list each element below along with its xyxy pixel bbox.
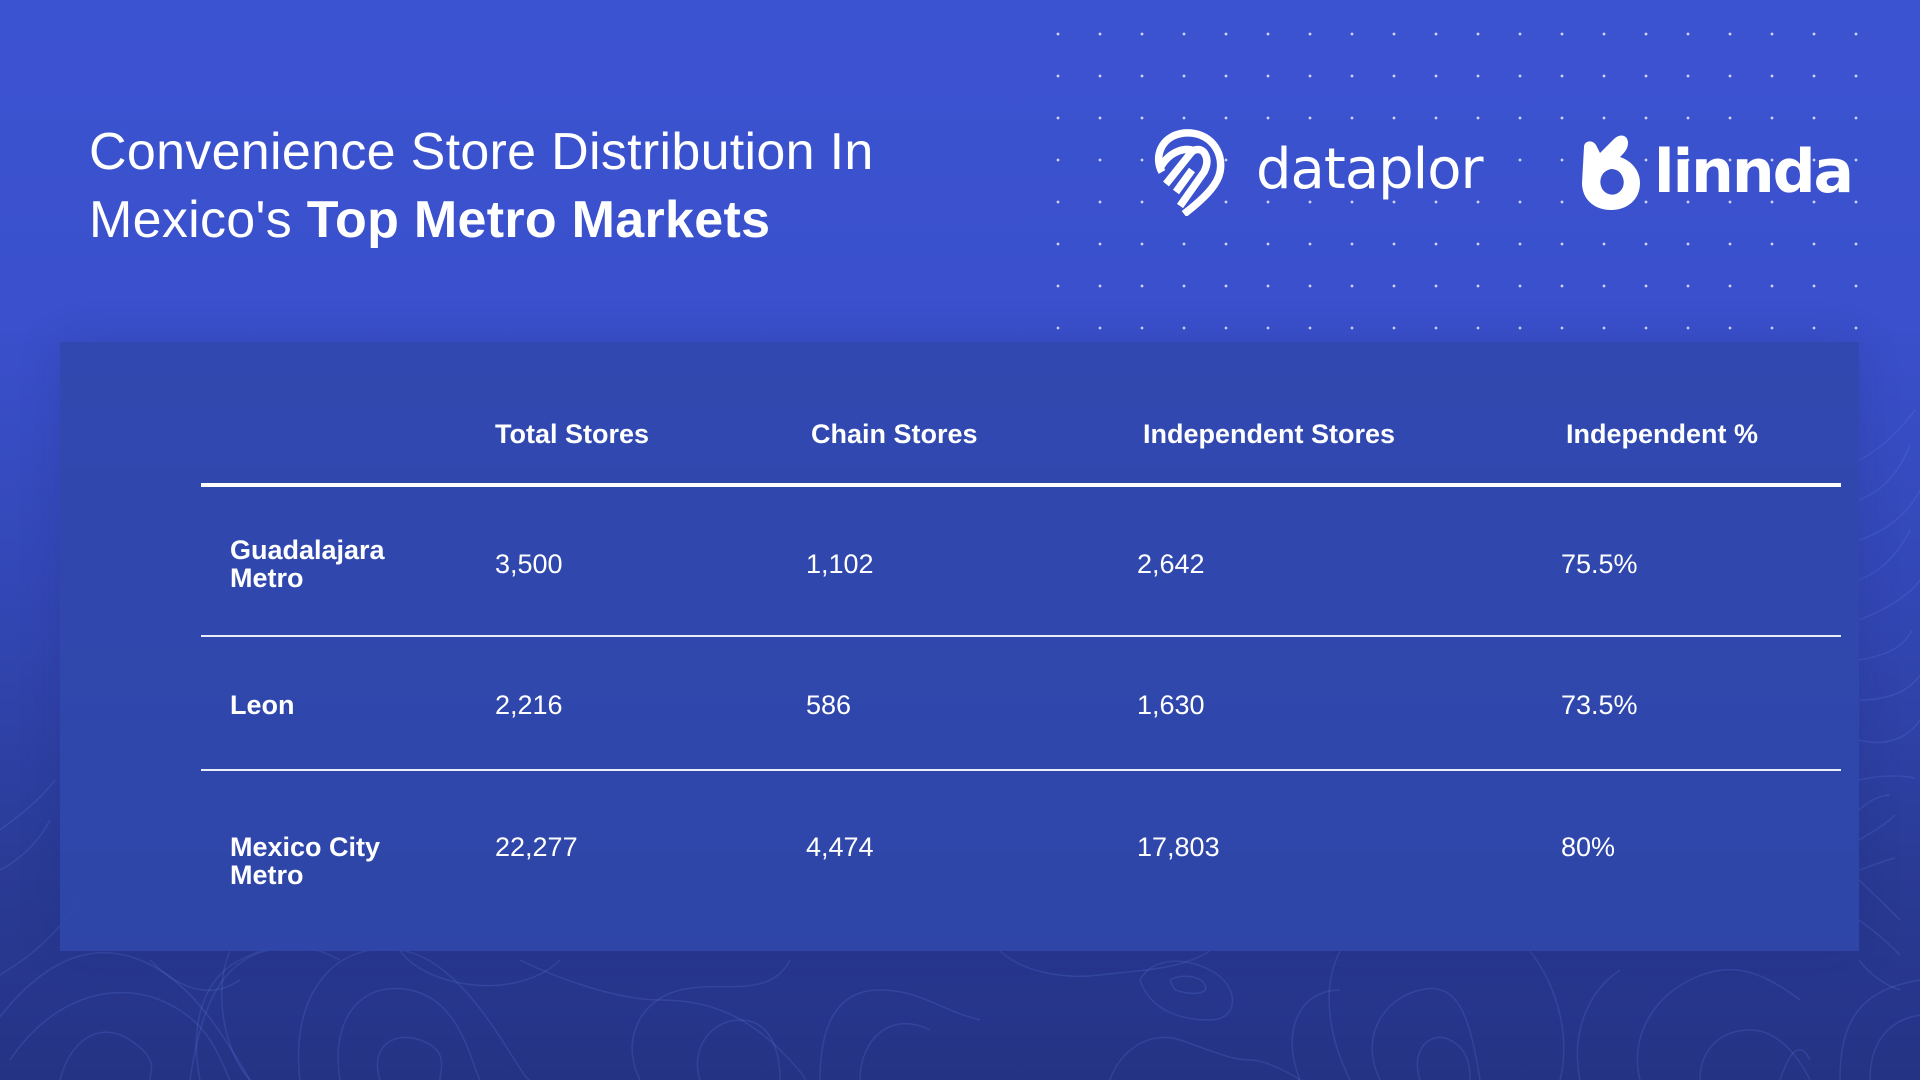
row-divider <box>201 635 1841 637</box>
dataplor-wordmark: dataplor <box>1256 137 1484 202</box>
cell-total-stores: 3,500 <box>495 549 563 579</box>
page-title: Convenience Store Distribution In Mexico… <box>89 118 874 254</box>
column-header-chain-stores: Chain Stores <box>811 419 978 449</box>
row-label: Leon <box>230 690 295 720</box>
linnda-logo: linnda <box>1578 133 1854 216</box>
cell-total-stores: 22,277 <box>495 832 578 862</box>
title-line-1: Convenience Store Distribution In <box>89 123 874 181</box>
dataplor-logo: dataplor <box>1152 128 1484 221</box>
column-header-independent-stores: Independent Stores <box>1143 419 1396 449</box>
linnda-wordmark: linnda <box>1654 137 1854 207</box>
data-table-panel: Total Stores Chain Stores Independent St… <box>60 342 1859 951</box>
cell-independent-stores: 17,803 <box>1137 832 1220 862</box>
title-line-2-light: Mexico's <box>89 191 307 249</box>
cell-independent-pct: 80% <box>1561 832 1616 862</box>
cell-chain-stores: 1,102 <box>806 549 874 579</box>
column-header-independent-pct: Independent % <box>1566 419 1759 449</box>
linnda-drop-icon <box>1578 133 1642 216</box>
row-label: Guadalajara Metro <box>230 535 385 593</box>
cell-chain-stores: 4,474 <box>806 832 874 862</box>
dataplor-pin-icon <box>1152 128 1228 221</box>
cell-chain-stores: 586 <box>806 690 852 720</box>
row-divider <box>201 769 1841 771</box>
column-header-total-stores: Total Stores <box>495 419 650 449</box>
title-line-2-bold: Top Metro Markets <box>306 191 771 249</box>
cell-total-stores: 2,216 <box>495 690 563 720</box>
cell-independent-stores: 1,630 <box>1137 690 1205 720</box>
row-label: Mexico City Metro <box>230 832 381 890</box>
cell-independent-stores: 2,642 <box>1137 549 1205 579</box>
cell-independent-pct: 73.5% <box>1561 690 1638 720</box>
header-divider <box>201 483 1841 487</box>
cell-independent-pct: 75.5% <box>1561 549 1638 579</box>
